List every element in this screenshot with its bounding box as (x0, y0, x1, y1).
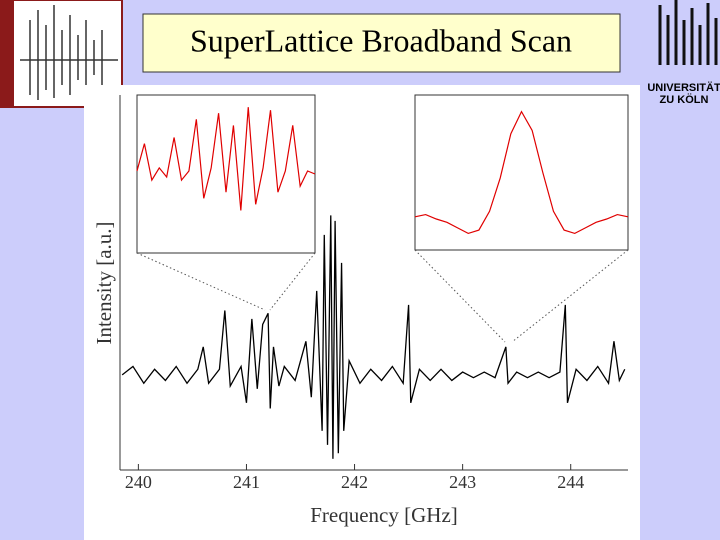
title: SuperLattice Broadband Scan (190, 22, 572, 58)
spectrum-line (121, 215, 626, 459)
inset-frame (414, 94, 629, 251)
x-tick-label: 241 (233, 472, 260, 492)
y-axis-label: Intensity [a.u.] (92, 221, 116, 344)
spectrum-line (414, 110, 629, 235)
thumbnail-band (0, 0, 14, 107)
zoom-lines (136, 249, 629, 343)
x-tick-label: 242 (341, 472, 368, 492)
x-tick-label: 240 (125, 472, 152, 492)
logo: UNIVERSITÄT ZU KÖLN (647, 0, 720, 106)
title-box (142, 13, 621, 73)
thumbnail-art (20, 5, 118, 100)
chart: 240 241 242 243 244 Frequency [GHz] Intensity … (92, 94, 629, 527)
logo-text: UNIVERSITÄT (647, 81, 720, 94)
x-tick-label: 243 (449, 472, 476, 492)
logo-text: ZU KÖLN (660, 93, 709, 106)
x-axis-label: Frequency [GHz] (310, 503, 458, 527)
x-tick-label: 244 (557, 472, 584, 492)
spectrum-line (136, 107, 316, 211)
logo-art (658, 0, 718, 65)
